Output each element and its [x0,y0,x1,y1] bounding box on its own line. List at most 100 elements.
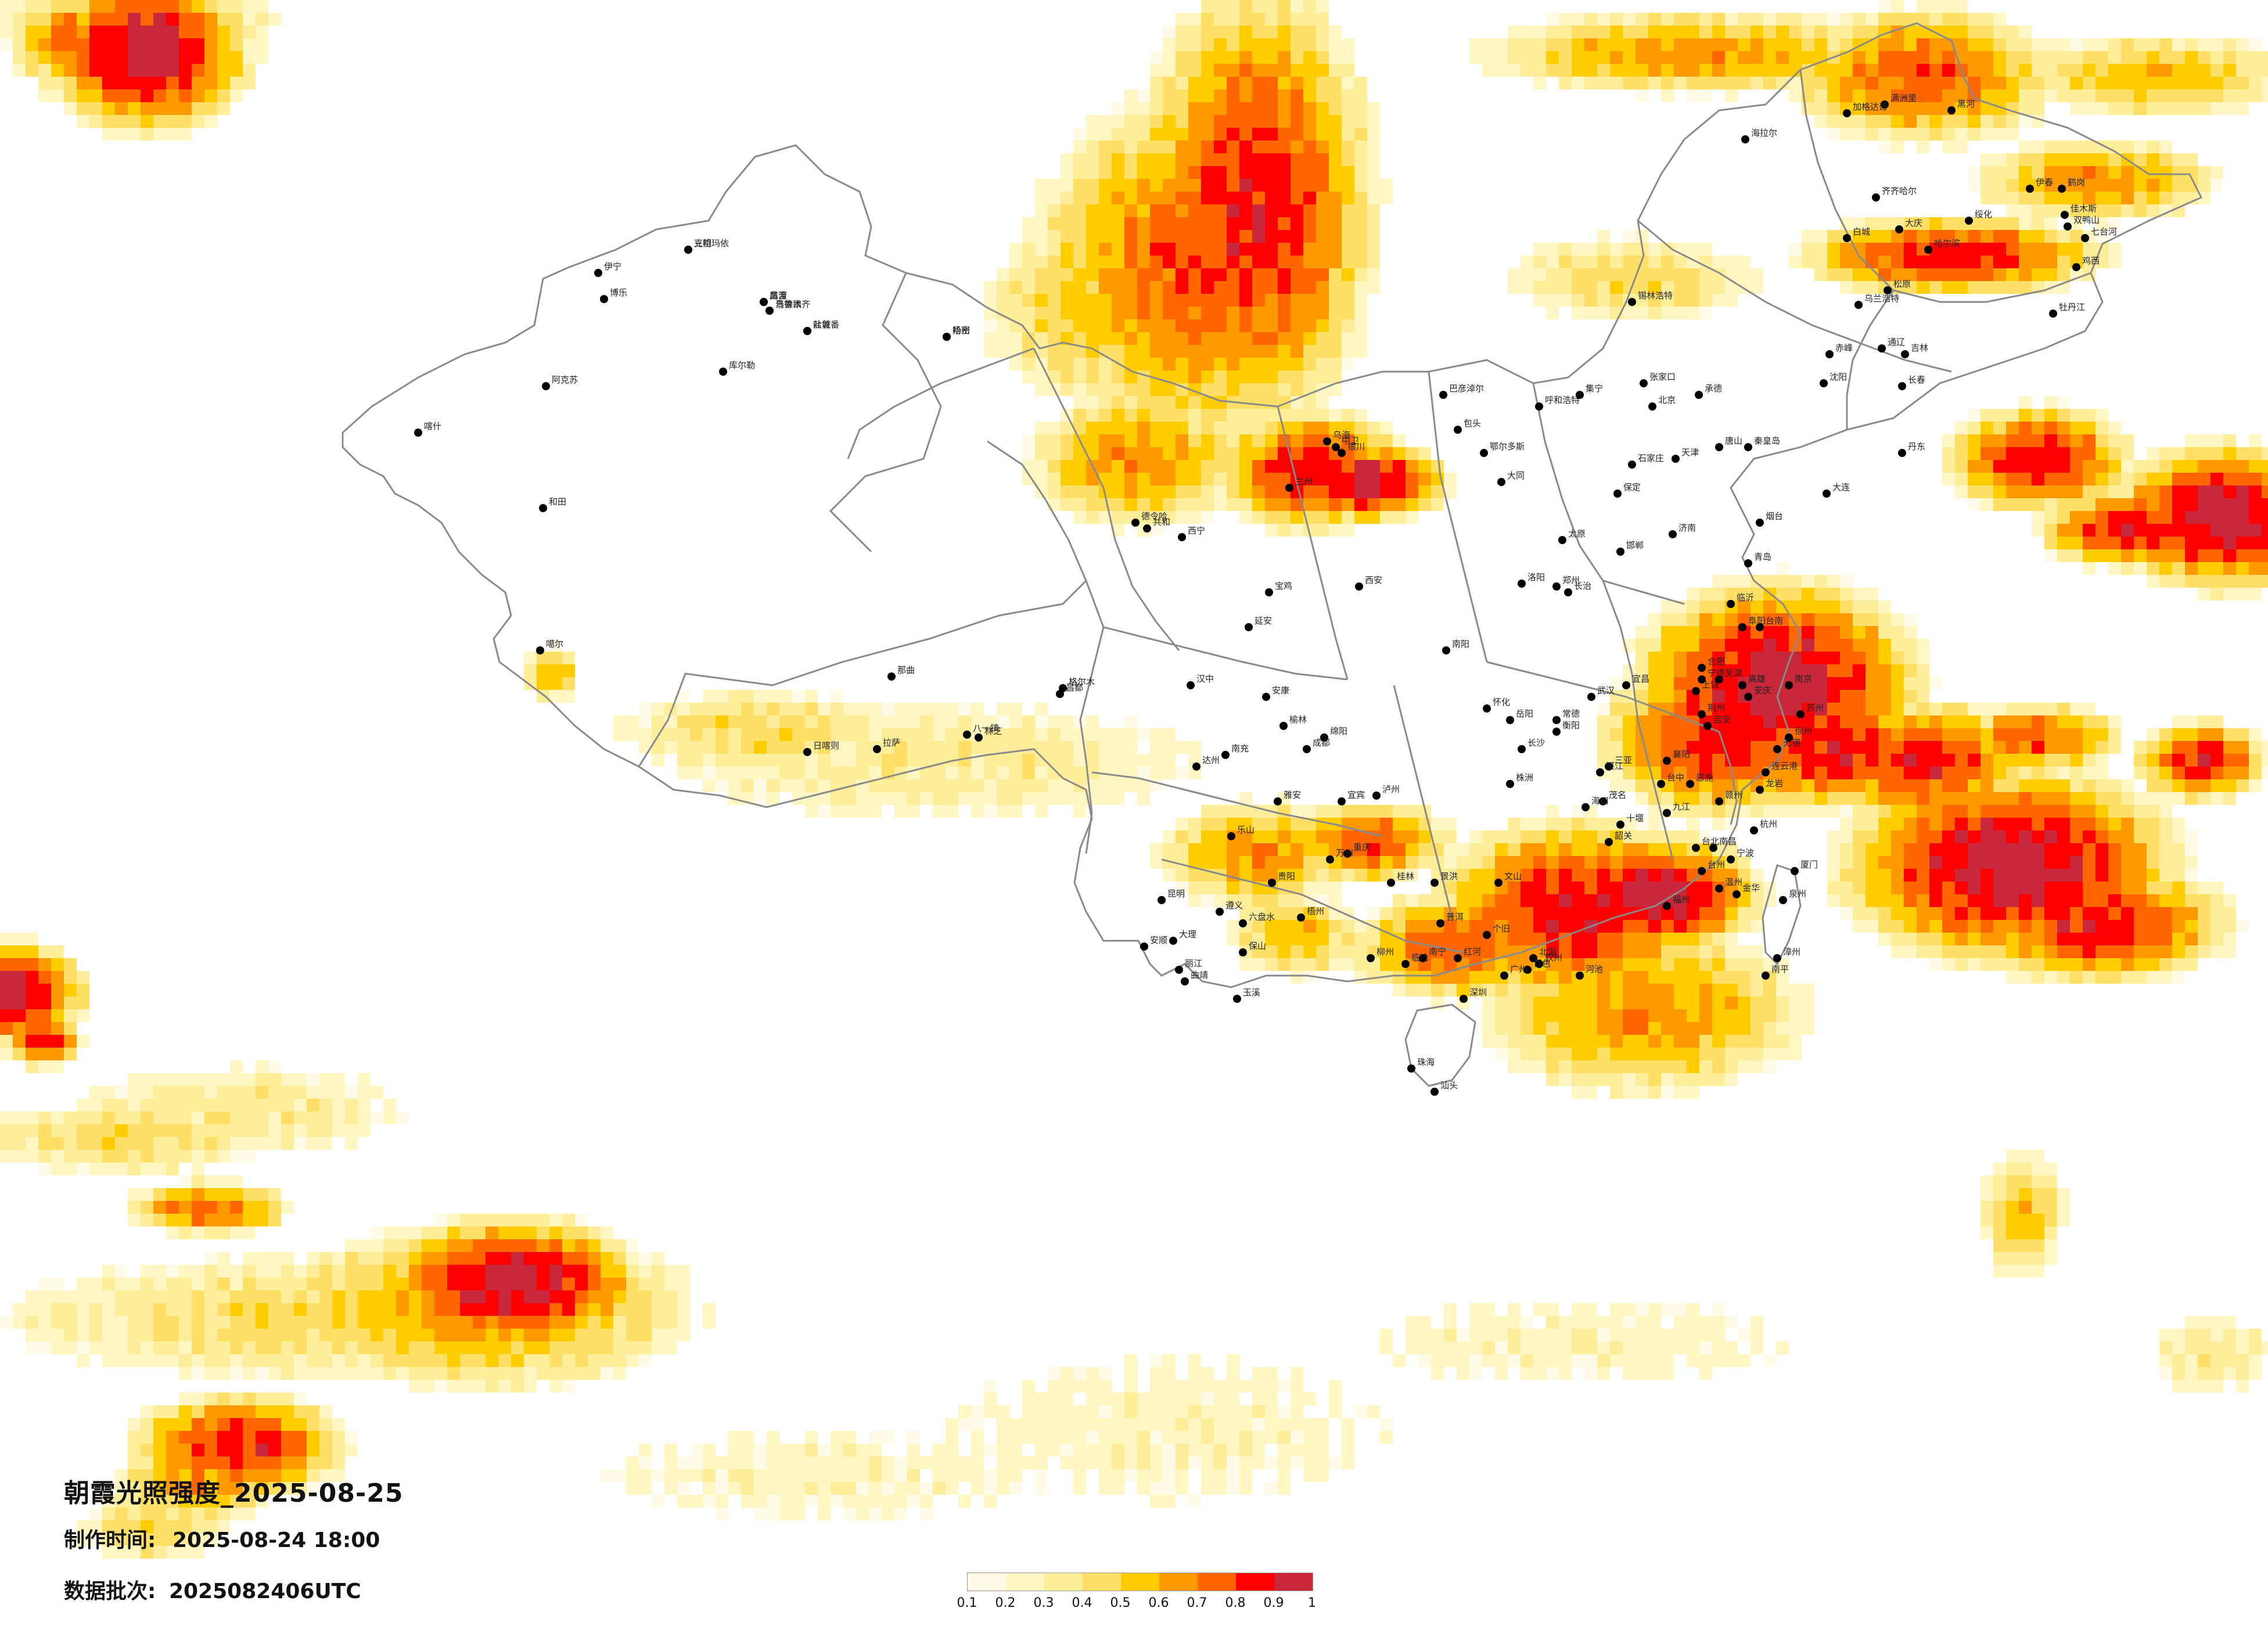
heat-cell [1112,128,1124,141]
heat-cell [1597,1022,1610,1035]
heat-cell [1265,460,1278,473]
heat-cell [1738,600,1751,613]
heat-cell [2096,473,2108,485]
heat-cell [1252,332,1265,345]
heat-cell [1674,703,1687,715]
heat-cell [1738,1009,1751,1022]
heat-cell [1354,460,1367,473]
heat-cell [166,26,179,38]
heat-cell [1112,204,1124,217]
heat-cell [2057,537,2070,549]
heat-cell [997,268,1009,281]
heat-cell [1252,281,1265,294]
heat-cell [1508,958,1521,971]
heat-cell [1342,945,1354,958]
heat-cell [1278,907,1291,920]
heat-cell [2108,830,2121,843]
heat-cell [434,1239,447,1252]
heat-cell [307,1278,319,1290]
heat-cell [1738,652,1751,664]
heat-cell [1061,166,1073,179]
heat-cell [2057,460,2070,473]
heat-cell [703,728,716,741]
heat-cell [2032,268,2044,281]
heat-cell [1699,728,1712,741]
heat-cell [1316,856,1329,869]
heat-cell [2057,230,2070,243]
heat-cell [1968,281,1981,294]
heat-cell [1955,728,1968,741]
heat-cell [1904,677,1917,690]
heat-cell [2083,537,2096,549]
heat-cell [2057,1214,2070,1226]
heat-cell [1904,281,1917,294]
heat-cell [1137,779,1150,792]
heat-cell [2044,204,2057,217]
heat-cell [1584,256,1597,268]
heat-cell [1853,588,1866,600]
heat-cell [1725,294,1738,307]
heat-cell [0,1022,13,1035]
heat-cell [1291,38,1303,51]
heat-cell [2083,153,2096,166]
heat-cell [1444,882,1457,894]
heat-cell [1521,1009,1533,1022]
heat-cell [805,767,818,779]
heat-cell [13,64,26,77]
heat-cell [1827,805,1840,818]
heat-cell [2185,498,2198,511]
heat-cell [2134,192,2147,204]
heat-cell [1917,13,1929,26]
heat-cell [2121,818,2134,830]
heat-cell [1061,754,1073,767]
heat-cell [1278,920,1291,933]
heat-cell [1533,1048,1546,1060]
heat-cell [1725,703,1738,715]
heat-cell [153,64,166,77]
heat-cell [1572,984,1584,997]
heat-cell [1137,319,1150,332]
heat-cell [1048,473,1061,485]
heat-cell [1904,268,1917,281]
heat-cell [1917,843,1929,856]
heat-cell [1827,639,1840,652]
heat-cell [1853,128,1866,141]
heat-cell [51,1290,64,1303]
heat-cell [1495,933,1508,945]
heat-cell [1239,294,1252,307]
heat-cell [2044,460,2057,473]
heat-cell [1188,498,1201,511]
heat-cell [1393,958,1406,971]
heat-cell [1763,894,1776,907]
heat-cell [1917,217,1929,230]
heat-cell [1316,51,1329,64]
heat-cell [1112,192,1124,204]
heat-cell [2211,166,2223,179]
heat-cell [1584,830,1597,843]
heat-cell [115,1265,128,1278]
heat-cell [1648,843,1661,856]
heat-cell [1789,89,1802,102]
heat-cell [1878,230,1891,243]
heat-cell [422,1265,434,1278]
heat-cell [1712,294,1725,307]
heat-cell [1201,370,1214,383]
heat-cell [1993,945,2006,958]
heat-cell [1699,243,1712,256]
heat-cell [345,1111,358,1124]
heat-cell [1163,166,1176,179]
heat-cell [1099,779,1112,792]
heat-cell [2096,409,2108,422]
heat-cell [1201,89,1214,102]
heat-cell [1201,243,1214,256]
heat-cell [1738,741,1751,754]
heat-cell [1214,434,1227,447]
heat-cell [2185,575,2198,588]
heat-cell [601,1226,613,1239]
heat-cell [1866,856,1878,869]
heat-cell [153,1163,166,1175]
heat-cell [102,77,115,89]
heat-cell [984,805,997,818]
heat-cell [1661,920,1674,933]
